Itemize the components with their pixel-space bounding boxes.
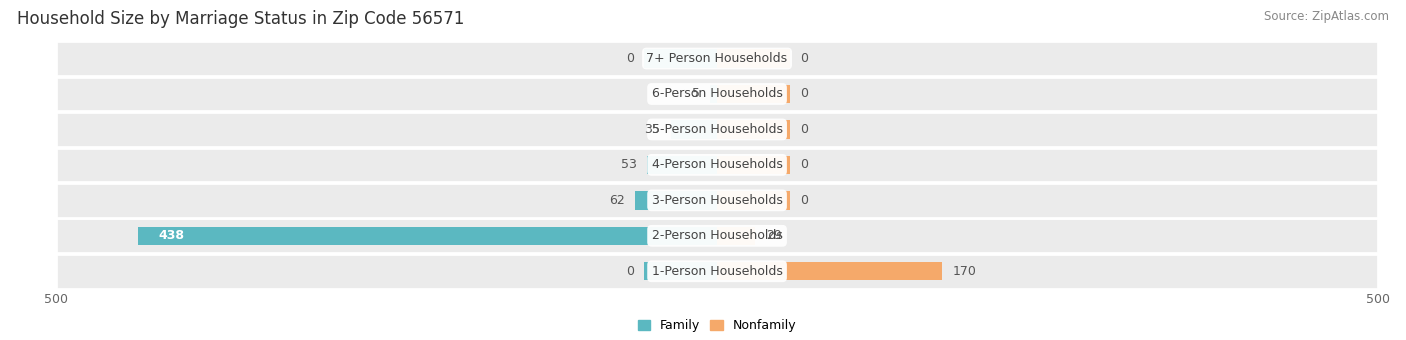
Text: 0: 0 xyxy=(800,87,808,101)
Bar xyxy=(717,262,942,280)
Text: 0: 0 xyxy=(626,265,634,278)
Bar xyxy=(671,120,717,139)
Text: 0: 0 xyxy=(800,158,808,171)
Bar xyxy=(56,76,1378,112)
Legend: Family, Nonfamily: Family, Nonfamily xyxy=(633,314,801,337)
Bar xyxy=(56,218,1378,253)
Text: Source: ZipAtlas.com: Source: ZipAtlas.com xyxy=(1264,10,1389,23)
Text: 6-Person Households: 6-Person Households xyxy=(651,87,783,101)
Bar xyxy=(644,262,717,280)
Text: 0: 0 xyxy=(626,52,634,65)
Text: Household Size by Marriage Status in Zip Code 56571: Household Size by Marriage Status in Zip… xyxy=(17,10,464,28)
Text: 2-Person Households: 2-Person Households xyxy=(651,229,783,242)
Bar xyxy=(717,85,790,103)
Text: 62: 62 xyxy=(609,194,624,207)
Text: 0: 0 xyxy=(800,52,808,65)
Bar xyxy=(56,183,1378,218)
Bar xyxy=(644,49,717,68)
Bar xyxy=(710,85,717,103)
Text: 0: 0 xyxy=(800,123,808,136)
Bar xyxy=(717,120,790,139)
Text: 35: 35 xyxy=(644,123,661,136)
Text: 438: 438 xyxy=(157,229,184,242)
Text: 0: 0 xyxy=(800,194,808,207)
Bar xyxy=(56,41,1378,76)
Bar xyxy=(636,191,717,209)
Text: 1-Person Households: 1-Person Households xyxy=(651,265,783,278)
Bar xyxy=(717,191,790,209)
Text: 4-Person Households: 4-Person Households xyxy=(651,158,783,171)
Bar xyxy=(717,49,790,68)
Bar xyxy=(647,156,717,174)
Text: 5-Person Households: 5-Person Households xyxy=(651,123,783,136)
Text: 53: 53 xyxy=(620,158,637,171)
Bar xyxy=(56,254,1378,289)
Bar xyxy=(717,156,790,174)
Bar xyxy=(56,148,1378,182)
Text: 170: 170 xyxy=(952,265,976,278)
Text: 5: 5 xyxy=(692,87,700,101)
Bar xyxy=(138,226,717,245)
Text: 3-Person Households: 3-Person Households xyxy=(651,194,783,207)
Text: 7+ Person Households: 7+ Person Households xyxy=(647,52,787,65)
Bar xyxy=(56,112,1378,147)
Text: 29: 29 xyxy=(766,229,782,242)
Bar xyxy=(717,226,755,245)
